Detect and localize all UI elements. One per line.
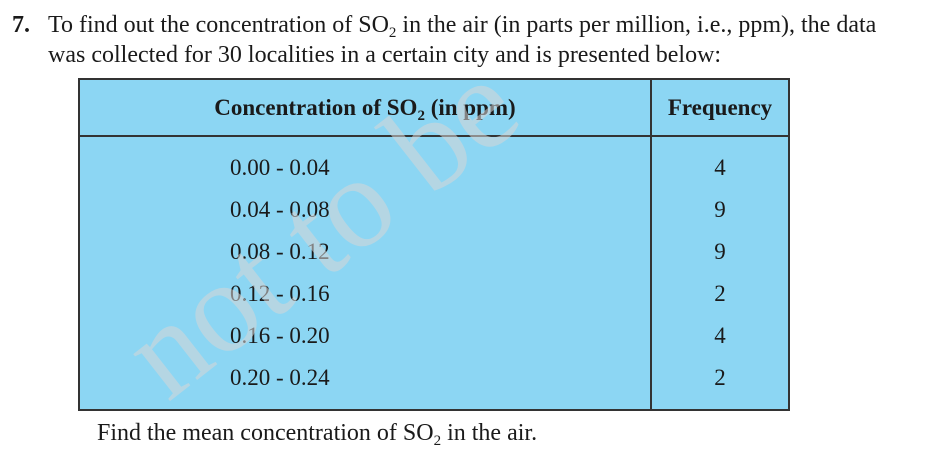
question-number: 7. [12,12,30,38]
frequency-table: Concentration of SO2 (in ppm) Frequency … [78,78,790,411]
table-row: 0.08 - 0.12 9 [79,231,789,273]
footer-subscript: 2 [433,433,442,449]
range-cell: 0.20 - 0.24 [79,357,652,410]
question-line2: was collected for 30 localities in a cer… [48,42,722,68]
frequency-cell: 9 [714,197,726,222]
header-subscript: 2 [417,107,425,124]
header-frequency: Frequency [651,79,789,137]
footer-question: Find the mean concentration of SO2 in th… [97,420,538,449]
range-cell: 0.04 - 0.08 [79,189,652,231]
footer-text-part1: Find the mean concentration of SO [97,420,434,446]
frequency-cell: 2 [714,281,726,306]
frequency-cell: 2 [714,365,726,390]
frequency-cell: 4 [714,155,726,180]
table-row: 0.20 - 0.24 2 [79,357,789,410]
table-row: 0.16 - 0.20 4 [79,315,789,357]
frequency-cell: 9 [714,239,726,264]
question-text: 7. To find out the concentration of SO2 i… [12,10,917,70]
footer-text-part2: in the air. [441,420,538,446]
range-cell: 0.12 - 0.16 [79,273,652,315]
header-concentration: Concentration of SO2 (in ppm) [79,79,652,137]
header-concentration-label: Concentration of SO [214,94,418,120]
range-cell: 0.16 - 0.20 [79,315,652,357]
frequency-cell: 4 [714,323,726,348]
question-line1-part2: in the air (in parts per million, i.e., … [396,12,877,38]
table-row: 0.04 - 0.08 9 [79,189,789,231]
table-row: 0.12 - 0.16 2 [79,273,789,315]
range-cell: 0.00 - 0.04 [79,136,652,189]
question-subscript: 2 [388,25,397,41]
table-header-row: Concentration of SO2 (in ppm) Frequency [79,79,789,137]
table-row: 0.00 - 0.04 4 [79,136,789,189]
range-cell: 0.08 - 0.12 [79,231,652,273]
question-line1-part1: To find out the concentration of SO [48,12,389,38]
header-unit: (in ppm) [424,94,516,120]
